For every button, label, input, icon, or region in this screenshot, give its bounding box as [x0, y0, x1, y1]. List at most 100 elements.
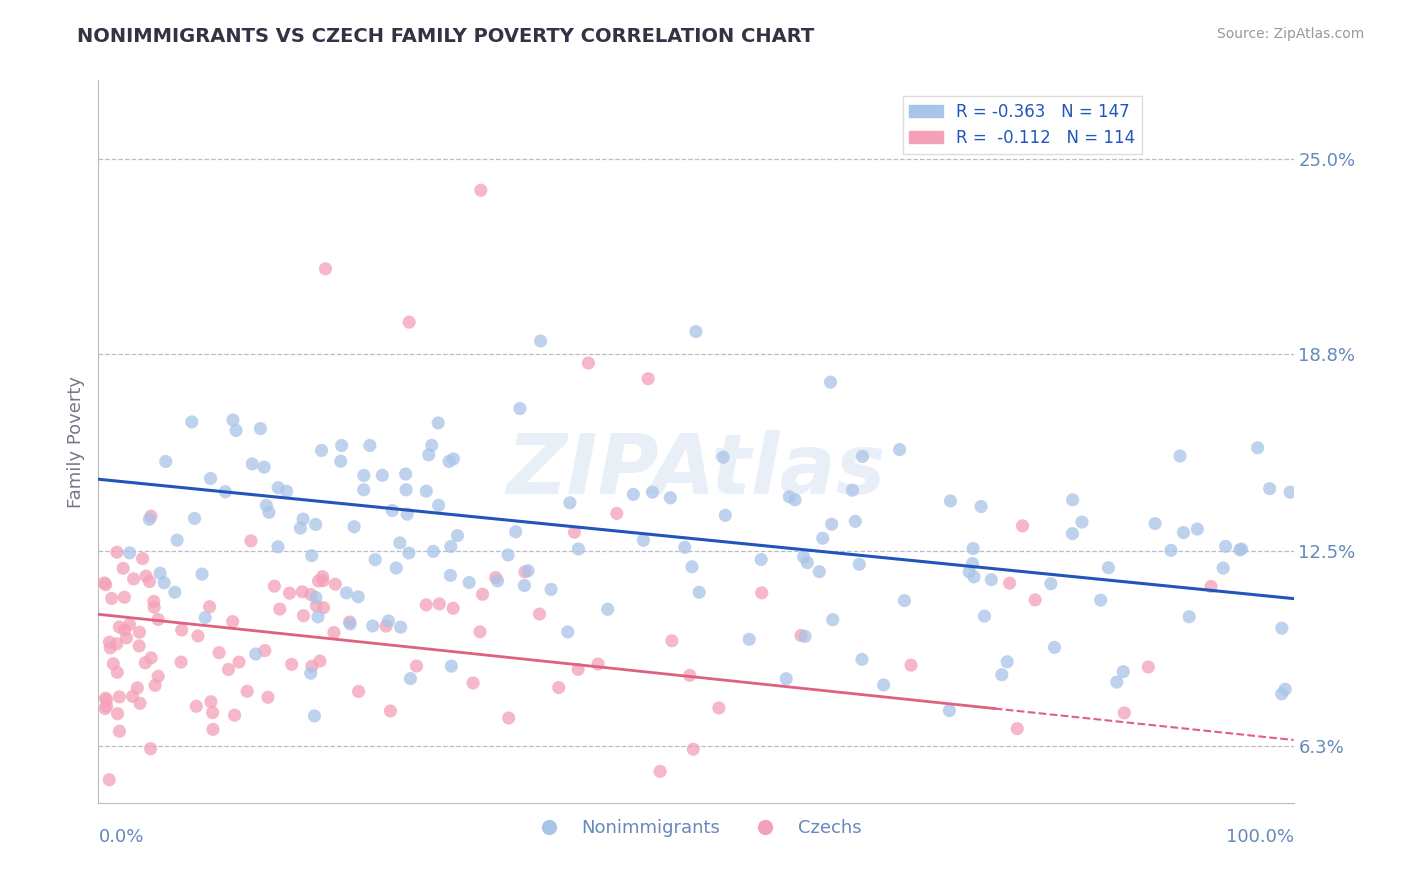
Point	[253, 643, 276, 657]
Point	[564, 525, 586, 540]
Point	[170, 655, 193, 669]
Point	[254, 499, 277, 513]
Point	[422, 544, 444, 558]
Point	[239, 533, 262, 548]
Point	[796, 556, 818, 570]
Point	[679, 668, 702, 682]
Point	[240, 457, 263, 471]
Point	[889, 442, 911, 457]
Point	[808, 565, 831, 579]
Point	[214, 484, 236, 499]
Point	[304, 709, 326, 723]
Point	[139, 509, 162, 524]
Point	[513, 565, 536, 579]
Point	[191, 567, 214, 582]
Point	[163, 585, 186, 599]
Point	[118, 617, 141, 632]
Point	[621, 487, 644, 501]
Point	[1024, 593, 1046, 607]
Point	[127, 681, 149, 695]
Point	[893, 593, 915, 607]
Point	[245, 647, 267, 661]
Point	[398, 315, 420, 329]
Point	[1112, 665, 1135, 679]
Point	[194, 610, 217, 624]
Point	[973, 609, 995, 624]
Point	[633, 533, 655, 548]
Point	[353, 468, 375, 483]
Point	[844, 514, 866, 528]
Point	[991, 667, 1014, 681]
Point	[714, 508, 737, 523]
Point	[547, 681, 569, 695]
Point	[637, 372, 659, 386]
Point	[249, 421, 271, 435]
Point	[1071, 515, 1094, 529]
Point	[399, 672, 422, 686]
Point	[105, 545, 128, 559]
Point	[153, 575, 176, 590]
Point	[371, 468, 394, 483]
Point	[427, 597, 450, 611]
Point	[105, 665, 128, 680]
Point	[529, 607, 551, 621]
Point	[1229, 542, 1251, 557]
Point	[650, 764, 672, 779]
Text: ZIPAtlas: ZIPAtlas	[506, 430, 886, 511]
Point	[1247, 441, 1270, 455]
Point	[848, 558, 870, 572]
Point	[292, 512, 315, 526]
Point	[513, 578, 536, 592]
Point	[1187, 522, 1209, 536]
Point	[1039, 576, 1062, 591]
Point	[257, 505, 280, 519]
Point	[94, 578, 117, 592]
Legend: Nonimmigrants, Czechs: Nonimmigrants, Czechs	[523, 812, 869, 845]
Point	[1011, 519, 1033, 533]
Point	[439, 568, 461, 582]
Point	[112, 591, 135, 605]
Point	[186, 699, 208, 714]
Point	[388, 536, 411, 550]
Point	[938, 704, 960, 718]
Point	[93, 575, 115, 590]
Point	[446, 528, 468, 542]
Point	[841, 483, 863, 498]
Point	[301, 549, 323, 563]
Point	[201, 706, 224, 720]
Point	[681, 559, 703, 574]
Point	[339, 616, 361, 631]
Point	[263, 579, 285, 593]
Point	[980, 573, 1002, 587]
Point	[290, 521, 312, 535]
Point	[751, 586, 773, 600]
Point	[131, 551, 153, 566]
Point	[323, 577, 346, 591]
Point	[1274, 682, 1296, 697]
Point	[418, 448, 440, 462]
Point	[962, 557, 984, 571]
Point	[688, 585, 710, 599]
Point	[962, 541, 984, 556]
Point	[775, 672, 797, 686]
Point	[1212, 561, 1234, 575]
Point	[98, 772, 121, 787]
Point	[253, 460, 276, 475]
Point	[364, 552, 387, 566]
Point	[291, 584, 314, 599]
Point	[143, 600, 166, 615]
Point	[155, 454, 177, 468]
Point	[267, 540, 290, 554]
Point	[307, 574, 329, 588]
Point	[94, 691, 117, 706]
Point	[1230, 542, 1253, 557]
Point	[135, 569, 157, 583]
Point	[96, 699, 118, 714]
Point	[225, 424, 247, 438]
Point	[292, 608, 315, 623]
Text: 0.0%: 0.0%	[98, 828, 143, 846]
Point	[783, 492, 806, 507]
Point	[970, 500, 993, 514]
Point	[129, 696, 152, 710]
Point	[415, 484, 437, 499]
